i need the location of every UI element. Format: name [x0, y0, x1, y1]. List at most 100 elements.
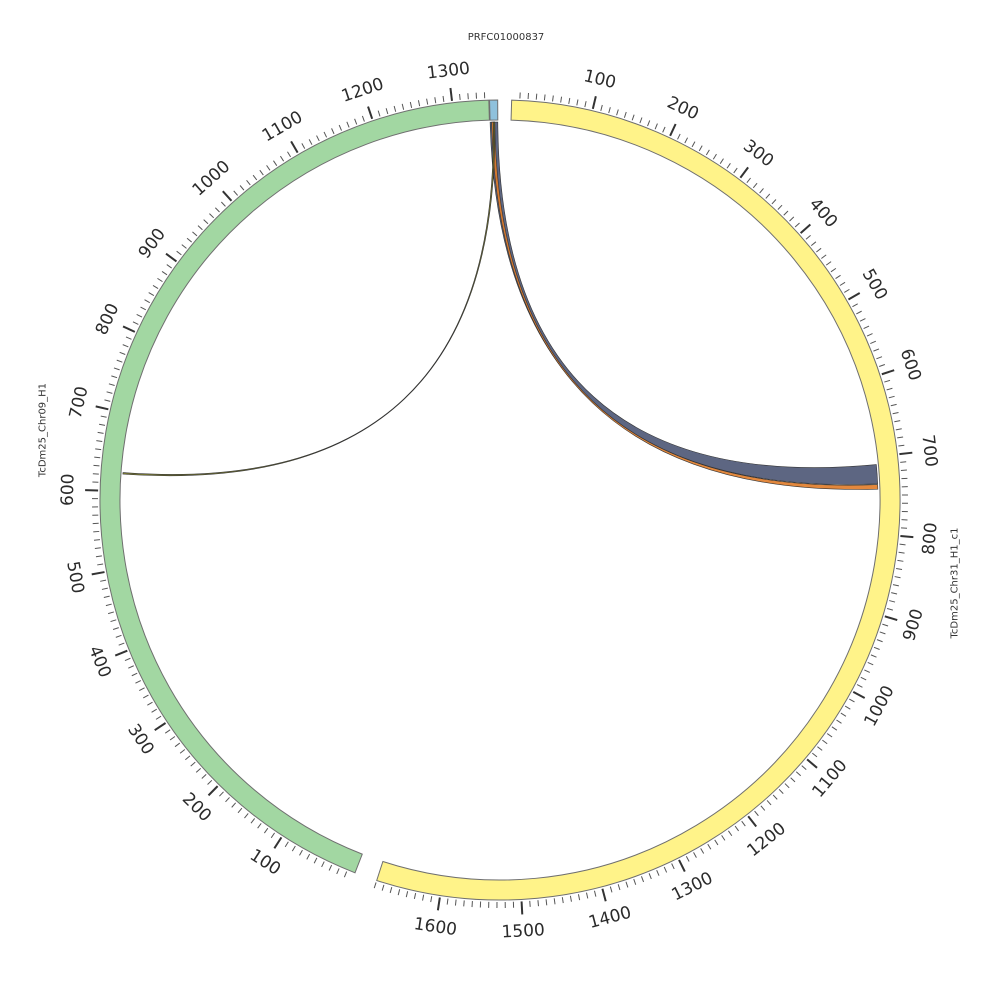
minor-tick — [100, 415, 107, 418]
minor-tick — [888, 395, 895, 399]
segment-name-0: PRFC01000837 — [468, 32, 545, 43]
minor-tick — [354, 118, 358, 125]
minor-tick — [886, 607, 894, 611]
minor-tick — [727, 830, 733, 837]
tick-label-1-13: 1400 — [587, 903, 634, 933]
minor-tick — [608, 107, 611, 114]
minor-tick — [195, 767, 201, 773]
minor-tick — [726, 163, 731, 169]
minor-tick — [897, 559, 904, 562]
minor-tick — [389, 887, 393, 894]
minor-tick — [257, 823, 262, 829]
minor-tick — [131, 672, 138, 677]
minor-tick — [434, 97, 437, 104]
minor-tick — [115, 634, 122, 638]
minor-tick — [648, 873, 652, 880]
minor-tick — [273, 160, 278, 166]
minor-tick — [100, 579, 107, 582]
minor-tick — [105, 603, 112, 607]
minor-tick — [894, 576, 901, 579]
major-tick — [273, 836, 283, 849]
minor-tick — [203, 219, 209, 225]
minor-tick — [560, 96, 563, 103]
minor-tick — [279, 155, 285, 162]
minor-tick — [119, 351, 126, 355]
major-tick — [900, 535, 914, 539]
minor-tick — [899, 543, 906, 546]
minor-tick — [894, 420, 901, 423]
minor-tick — [155, 715, 162, 720]
major-tick — [207, 785, 219, 797]
minor-tick — [417, 100, 421, 107]
major-tick — [739, 166, 749, 179]
segment-arc-1 — [376, 99, 901, 901]
tick-label-2-4: 500 — [62, 560, 87, 596]
links-layer — [122, 121, 879, 490]
minor-tick — [721, 835, 726, 841]
minor-tick — [125, 336, 132, 340]
minor-tick — [663, 866, 668, 873]
minor-tick — [543, 94, 546, 101]
link-ribbon-2 — [122, 121, 496, 477]
minor-tick — [250, 818, 256, 824]
minor-tick — [860, 676, 867, 681]
minor-tick — [897, 436, 904, 439]
minor-tick — [192, 231, 198, 237]
minor-tick — [237, 807, 243, 814]
minor-tick — [116, 359, 123, 363]
minor-tick — [789, 216, 795, 222]
minor-tick — [859, 318, 866, 322]
minor-tick — [856, 310, 862, 315]
minor-tick — [693, 852, 697, 858]
minor-tick — [654, 123, 658, 130]
tick-label-2-7: 800 — [92, 300, 124, 338]
minor-tick — [252, 174, 258, 181]
major-tick — [122, 325, 136, 333]
tick-label-1-8: 900 — [899, 607, 928, 644]
minor-tick — [754, 810, 759, 817]
minor-tick — [266, 165, 271, 171]
minor-tick — [381, 884, 385, 891]
major-tick — [165, 252, 178, 263]
minor-tick — [812, 752, 818, 758]
minor-tick — [157, 277, 163, 283]
minor-tick — [442, 95, 445, 103]
tick-label-2-3: 400 — [84, 643, 115, 681]
minor-tick — [144, 299, 151, 304]
minor-tick — [771, 199, 777, 205]
minor-tick — [377, 110, 381, 117]
minor-tick — [752, 182, 758, 189]
minor-tick — [801, 765, 807, 770]
tick-label-1-3: 400 — [805, 194, 842, 232]
minor-tick — [132, 321, 139, 325]
minor-tick — [97, 563, 104, 566]
minor-tick — [343, 871, 348, 878]
major-tick — [95, 405, 109, 411]
minor-tick — [890, 403, 897, 407]
minor-tick — [892, 584, 899, 587]
minor-tick — [719, 158, 724, 164]
minor-tick — [784, 783, 790, 789]
minor-tick — [873, 348, 880, 352]
minor-tick — [873, 646, 880, 650]
minor-tick — [647, 120, 651, 127]
major-tick — [747, 815, 758, 828]
minor-tick — [876, 639, 883, 643]
minor-tick — [246, 179, 251, 186]
minor-tick — [93, 539, 101, 541]
major-tick — [290, 140, 299, 154]
minor-tick — [148, 292, 155, 297]
major-tick — [436, 897, 441, 911]
minor-tick — [734, 825, 740, 832]
tick-label-1-11: 1200 — [744, 819, 790, 861]
tick-label-1-6: 700 — [917, 433, 941, 468]
minor-tick — [777, 204, 783, 210]
minor-tick — [691, 141, 696, 148]
minor-tick — [446, 898, 449, 905]
minor-tick — [733, 167, 738, 174]
minor-tick — [822, 739, 828, 745]
minor-tick — [707, 843, 712, 850]
minor-tick — [839, 281, 846, 286]
major-tick — [449, 87, 453, 101]
major-tick — [520, 901, 524, 915]
